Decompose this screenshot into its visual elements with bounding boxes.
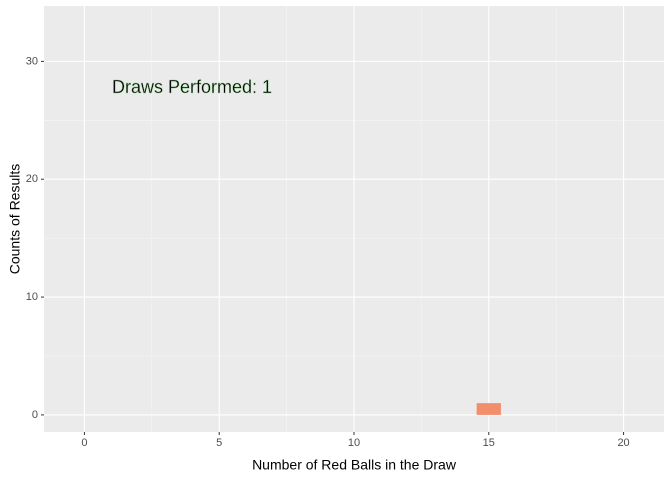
y-axis-title: Counts of Results — [7, 164, 23, 275]
x-tick-label: 15 — [483, 437, 495, 449]
y-tick-label: 30 — [26, 55, 38, 67]
y-tick-label: 20 — [26, 173, 38, 185]
annotation: Draws Performed: 1 — [112, 77, 272, 97]
bar — [476, 403, 501, 415]
y-tick-label: 10 — [26, 291, 38, 303]
x-tick-label: 20 — [617, 437, 629, 449]
marks — [476, 403, 501, 415]
x-axis-title: Number of Red Balls in the Draw — [252, 457, 457, 473]
y-tick-label: 0 — [32, 409, 38, 421]
x-tick-label: 10 — [348, 437, 360, 449]
x-tick-label: 5 — [216, 437, 222, 449]
grid — [44, 6, 664, 432]
x-tick-label: 0 — [81, 437, 87, 449]
